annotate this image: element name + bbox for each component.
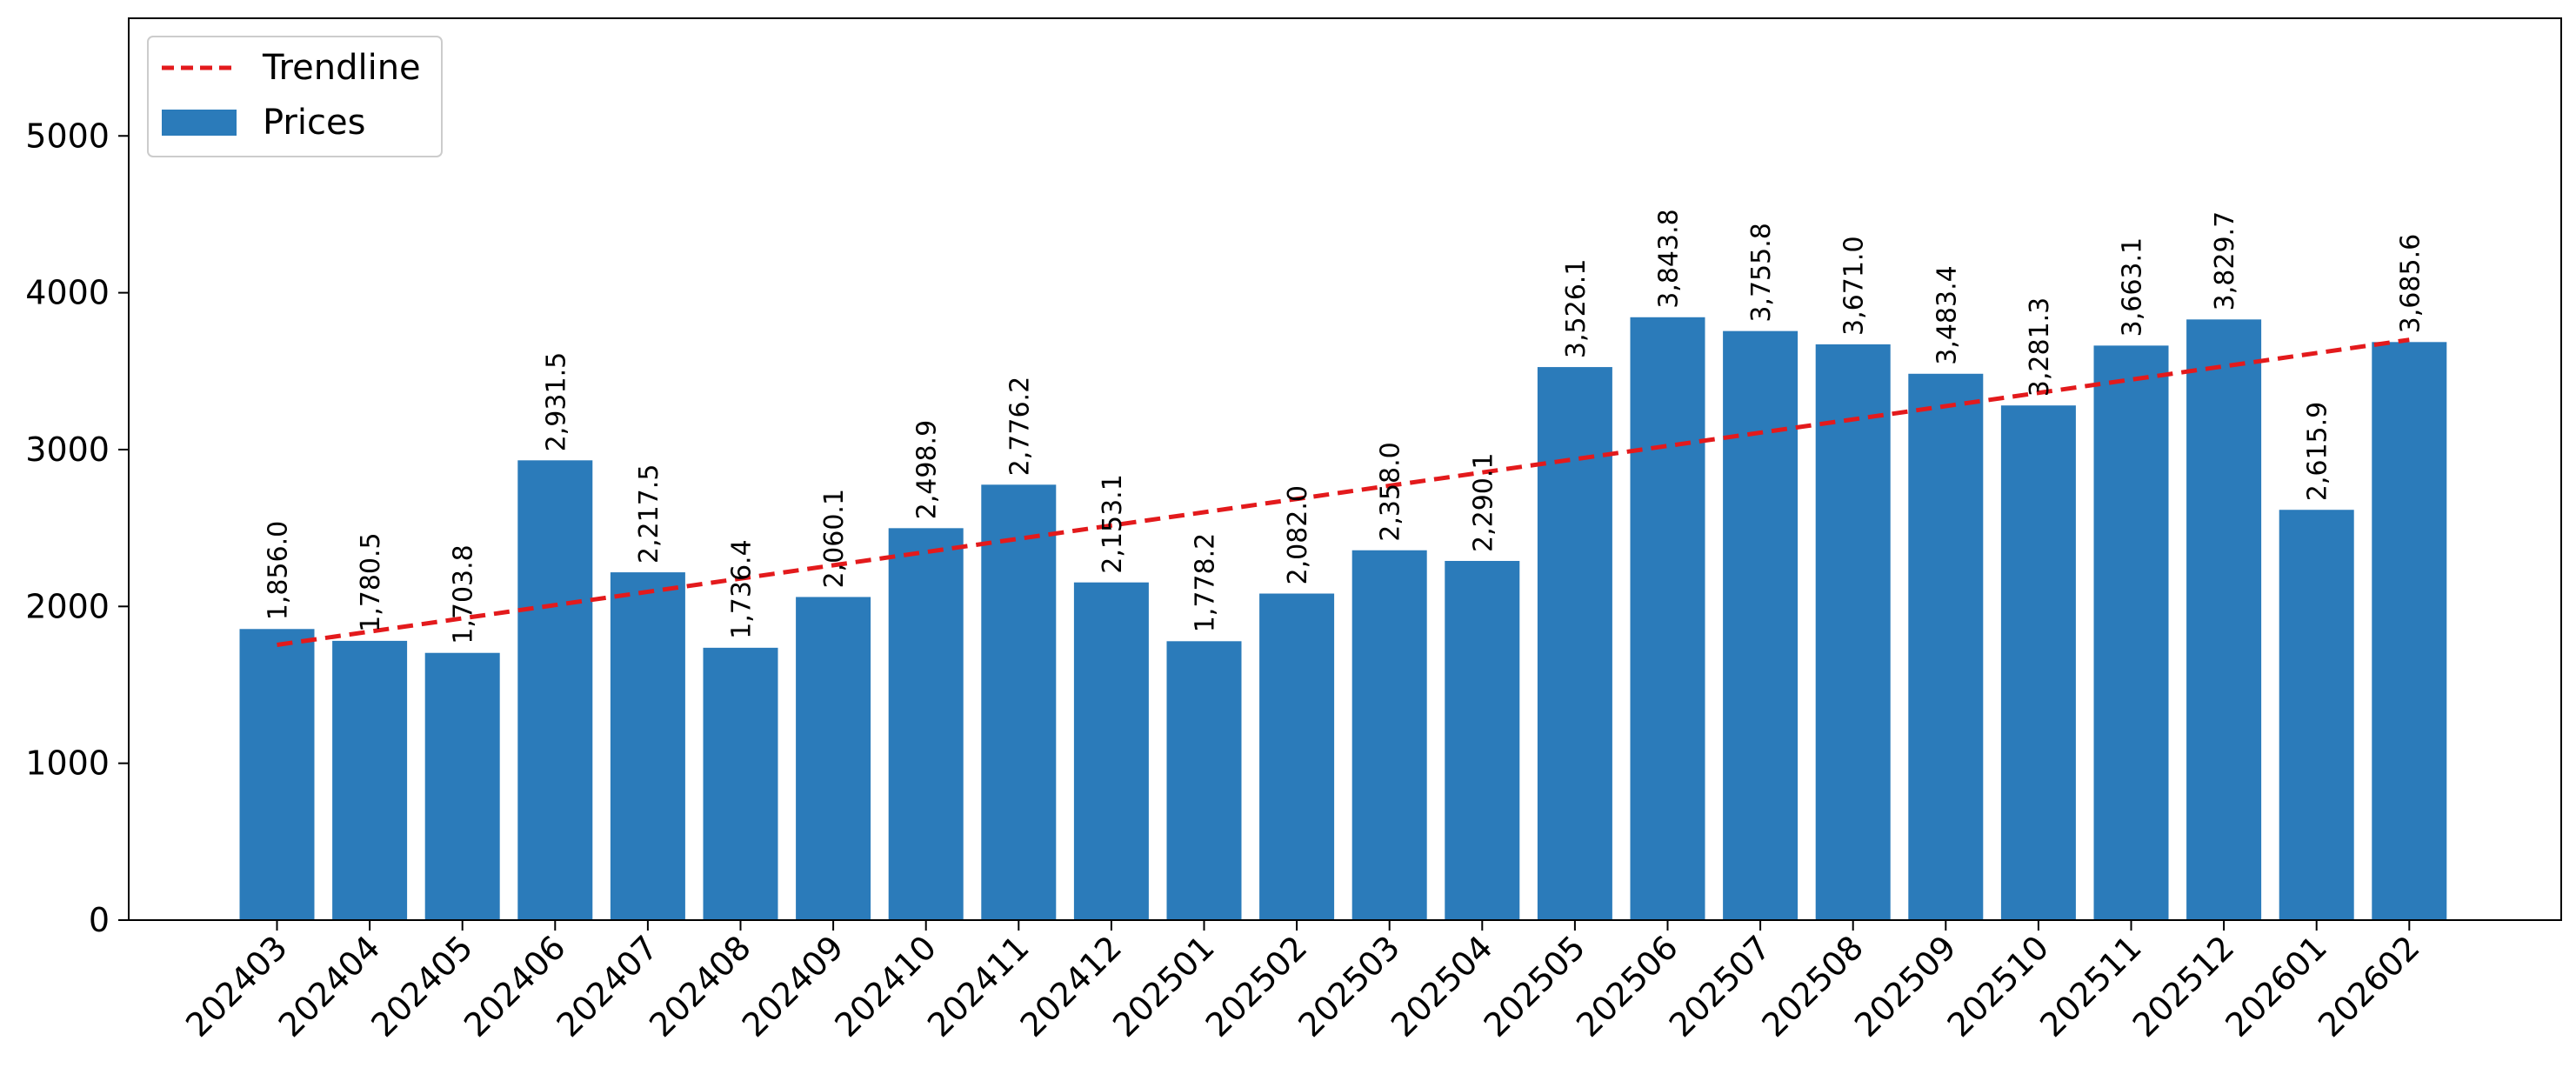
y-tick-label: 2000 <box>25 587 110 625</box>
x-tick-label: 202501 <box>1105 928 1222 1044</box>
bar-value-label: 3,755.8 <box>1746 223 1777 323</box>
bar-labels-layer: 1,856.0 1,780.5 1,703.8 2,931.5 2,217.5 1,736… <box>264 209 2426 644</box>
bar-value-label: 2,776.2 <box>1004 377 1035 477</box>
x-tick-label: 202406 <box>457 928 573 1044</box>
x-tick-label: 202407 <box>550 928 666 1044</box>
bar-value-label: 2,082.0 <box>1283 485 1313 585</box>
bar-202404 <box>332 640 408 920</box>
bar-value-label: 1,736.4 <box>727 539 757 639</box>
y-tick-label: 3000 <box>25 430 110 469</box>
bar-value-label: 3,483.4 <box>1932 265 1962 365</box>
legend-prices-swatch <box>162 110 237 136</box>
bar-value-label: 3,843.8 <box>1654 209 1685 309</box>
legend-label-prices: Prices <box>263 103 365 143</box>
bar-202408 <box>703 647 778 920</box>
plot-frame <box>128 17 2562 921</box>
x-tick-label: 202404 <box>271 928 388 1044</box>
y-tick-label: 4000 <box>25 274 110 312</box>
bar-value-label: 3,281.3 <box>2025 297 2055 397</box>
legend-label-trendline: Trendline <box>262 48 421 88</box>
bar-value-label: 2,290.1 <box>1468 452 1498 552</box>
x-tick-label: 202508 <box>1754 928 1871 1044</box>
bar-value-label: 1,856.0 <box>264 521 294 621</box>
bar-value-label: 1,703.8 <box>449 544 479 644</box>
x-tick-label: 202509 <box>1847 928 1964 1044</box>
trendline <box>277 337 2410 647</box>
bar-202505 <box>1537 367 1612 920</box>
bar-202508 <box>1815 344 1891 920</box>
bar-value-label: 2,931.5 <box>541 352 571 452</box>
x-tick-label: 202602 <box>2311 928 2427 1044</box>
bar-value-label: 2,358.0 <box>1376 442 1406 542</box>
bar-value-label: 1,778.2 <box>1191 533 1221 633</box>
legend: Trendline Prices <box>147 36 443 157</box>
y-axis: 0 1000 2000 3000 4000 5000 <box>25 117 129 939</box>
bar-202407 <box>610 572 685 920</box>
bar-value-label: 3,663.1 <box>2118 237 2148 337</box>
x-tick-label: 202504 <box>1384 928 1500 1044</box>
bar-202412 <box>1073 582 1149 920</box>
bar-202512 <box>2186 319 2262 921</box>
bar-value-label: 3,671.0 <box>1839 236 1870 336</box>
x-tick-label: 202410 <box>827 928 944 1044</box>
x-axis: 2024032024042024052024062024072024082024… <box>178 920 2427 1044</box>
y-tick-label: 5000 <box>25 117 110 155</box>
y-tick-label: 0 <box>89 901 110 939</box>
bar-202403 <box>239 629 315 920</box>
bar-202510 <box>2000 405 2076 920</box>
bar-202601 <box>2279 510 2354 920</box>
x-tick-label: 202408 <box>642 928 758 1044</box>
bar-value-label: 1,780.5 <box>356 532 386 632</box>
bar-202409 <box>796 597 871 920</box>
trendline-layer <box>277 337 2410 647</box>
x-tick-label: 202412 <box>1013 928 1130 1044</box>
bar-202602 <box>2372 342 2447 920</box>
x-tick-label: 202506 <box>1569 928 1685 1044</box>
bar-202506 <box>1630 317 1705 920</box>
bar-value-label: 2,498.9 <box>912 420 943 520</box>
bar-value-label: 3,829.7 <box>2210 211 2240 311</box>
x-tick-label: 202403 <box>178 928 295 1044</box>
bar-202410 <box>888 528 964 920</box>
x-tick-label: 202502 <box>1198 928 1315 1044</box>
bar-202502 <box>1259 593 1335 920</box>
x-tick-label: 202411 <box>920 928 1037 1044</box>
bar-value-label: 2,217.5 <box>634 464 664 564</box>
x-tick-label: 202505 <box>1477 928 1593 1044</box>
bar-202406 <box>517 460 593 920</box>
y-tick-label: 1000 <box>25 744 110 783</box>
bar-202411 <box>981 484 1057 920</box>
bar-value-label: 3,685.6 <box>2395 234 2426 334</box>
bar-202405 <box>424 652 500 920</box>
x-tick-label: 202507 <box>1662 928 1779 1044</box>
bar-value-label: 3,526.1 <box>1561 259 1592 359</box>
x-tick-label: 202512 <box>2126 928 2242 1044</box>
bar-value-label: 2,153.1 <box>1098 474 1128 574</box>
x-tick-label: 202601 <box>2218 928 2334 1044</box>
bar-202509 <box>1908 373 1984 921</box>
x-tick-label: 202409 <box>735 928 851 1044</box>
x-tick-label: 202405 <box>364 928 480 1044</box>
bar-202504 <box>1445 560 1520 920</box>
bars-layer <box>239 317 2447 921</box>
bar-202503 <box>1351 550 1427 920</box>
bar-202511 <box>2093 345 2169 920</box>
bar-202501 <box>1166 641 1242 920</box>
bar-value-label: 2,615.9 <box>2303 402 2333 502</box>
x-tick-label: 202503 <box>1291 928 1407 1044</box>
x-tick-label: 202510 <box>1940 928 2057 1044</box>
x-tick-label: 202511 <box>2032 928 2149 1044</box>
bar-202507 <box>1723 330 1799 920</box>
bar-value-label: 2,060.1 <box>819 489 850 589</box>
